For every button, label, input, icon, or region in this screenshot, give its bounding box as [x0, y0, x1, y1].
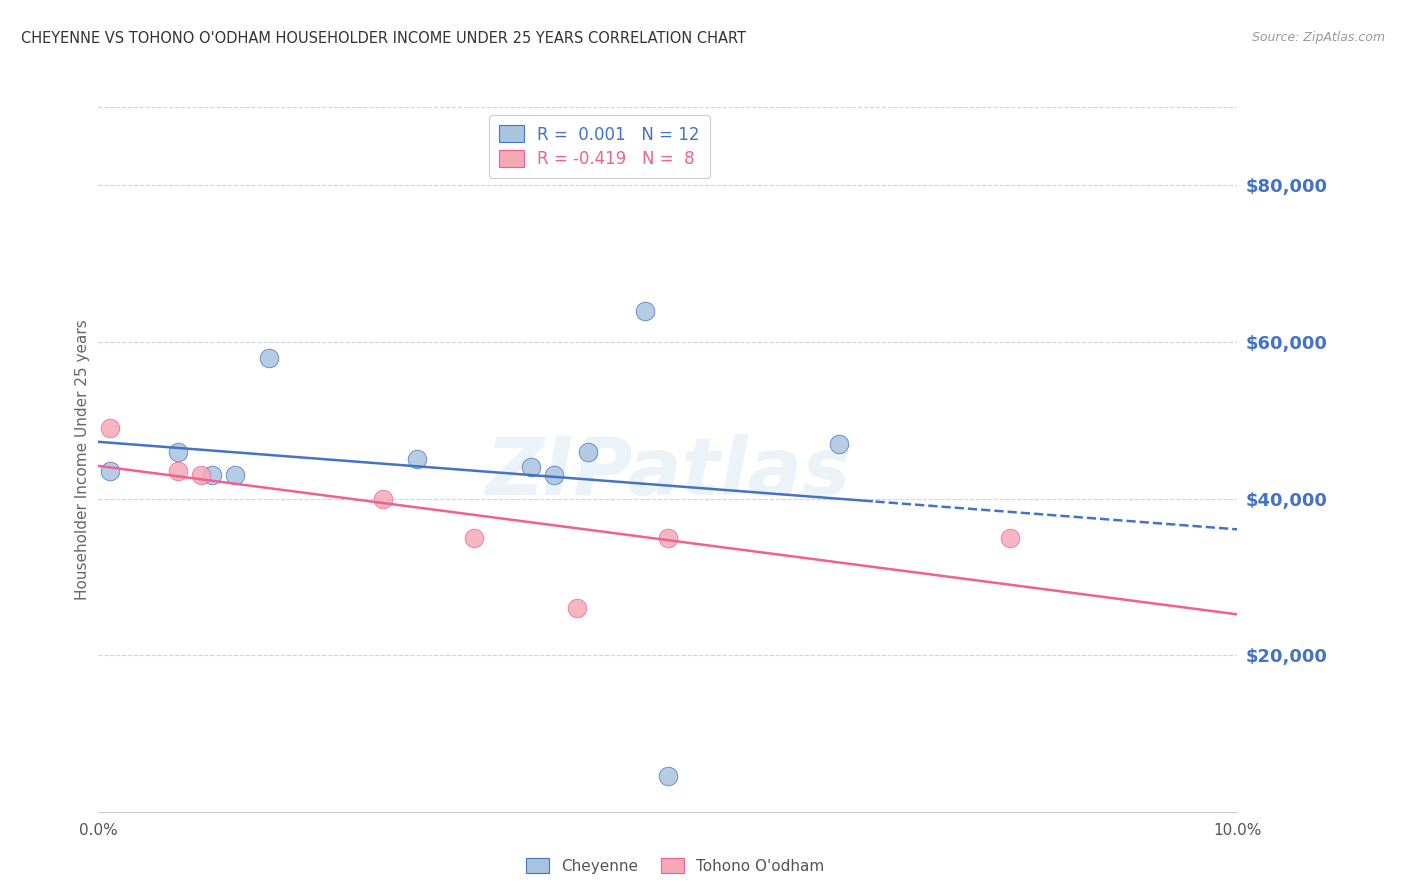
Point	[190, 468, 212, 483]
Point	[998, 531, 1021, 545]
Legend: R =  0.001   N = 12, R = -0.419   N =  8: R = 0.001 N = 12, R = -0.419 N = 8	[489, 115, 710, 178]
Point	[98, 464, 121, 478]
Text: ZIPatlas: ZIPatlas	[485, 434, 851, 513]
Point	[224, 468, 246, 483]
Point	[373, 491, 395, 506]
Point	[463, 531, 485, 545]
Point	[167, 464, 190, 478]
Point	[543, 468, 565, 483]
Text: Source: ZipAtlas.com: Source: ZipAtlas.com	[1251, 31, 1385, 45]
Point	[657, 769, 679, 784]
Point	[201, 468, 224, 483]
Point	[259, 351, 281, 365]
Point	[520, 460, 543, 475]
Y-axis label: Householder Income Under 25 years: Householder Income Under 25 years	[75, 319, 90, 599]
Legend: Cheyenne, Tohono O'odham: Cheyenne, Tohono O'odham	[520, 852, 830, 880]
Point	[657, 531, 679, 545]
Point	[828, 436, 851, 450]
Point	[576, 444, 599, 458]
Point	[565, 601, 588, 615]
Point	[167, 444, 190, 458]
Point	[634, 303, 657, 318]
Point	[406, 452, 429, 467]
Point	[98, 421, 121, 435]
Text: CHEYENNE VS TOHONO O'ODHAM HOUSEHOLDER INCOME UNDER 25 YEARS CORRELATION CHART: CHEYENNE VS TOHONO O'ODHAM HOUSEHOLDER I…	[21, 31, 747, 46]
